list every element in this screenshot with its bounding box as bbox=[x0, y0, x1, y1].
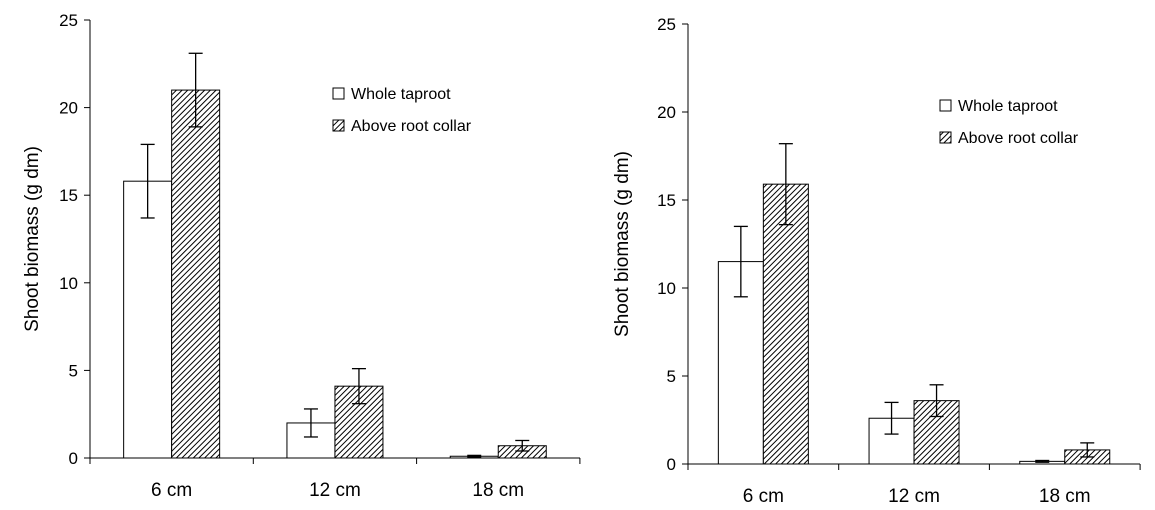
y-axis-title: Shoot biomass (g dm) bbox=[22, 146, 43, 332]
y-tick-label: 0 bbox=[667, 455, 676, 474]
bar-above-root-collar-0 bbox=[171, 89, 221, 459]
error-bar bbox=[351, 367, 366, 405]
y-tick-label: 20 bbox=[657, 103, 676, 122]
x-tick-label: 6 cm bbox=[151, 480, 192, 501]
x-tick-label: 12 cm bbox=[888, 486, 940, 507]
error-bar bbox=[1035, 459, 1050, 463]
error-bar bbox=[515, 439, 530, 452]
error-bar bbox=[303, 408, 318, 438]
y-tick-label: 5 bbox=[69, 361, 78, 380]
y-tick-label: 15 bbox=[657, 191, 676, 210]
bar-above-root-collar-0 bbox=[762, 183, 809, 465]
y-tick-label: 20 bbox=[59, 99, 78, 118]
x-tick-label: 18 cm bbox=[1039, 486, 1091, 507]
x-tick-label: 6 cm bbox=[743, 486, 784, 507]
error-bar bbox=[778, 143, 793, 226]
y-axis-title: Shoot biomass (g dm) bbox=[612, 151, 633, 337]
error-bar bbox=[140, 143, 155, 219]
y-tick-label: 0 bbox=[69, 449, 78, 468]
error-bar bbox=[733, 225, 748, 298]
y-tick-label: 25 bbox=[59, 11, 78, 30]
legend-label: Above root collar bbox=[958, 130, 1079, 147]
error-bar bbox=[884, 401, 899, 435]
y-tick-label: 5 bbox=[667, 367, 676, 386]
error-bar bbox=[188, 52, 203, 128]
legend-swatch bbox=[939, 99, 952, 112]
y-tick-label: 15 bbox=[59, 186, 78, 205]
legend-swatch bbox=[332, 87, 345, 100]
error-bar bbox=[467, 454, 482, 458]
bar-whole-taproot-0 bbox=[123, 180, 173, 459]
legend-label: Whole taproot bbox=[958, 98, 1058, 115]
y-tick-label: 25 bbox=[657, 15, 676, 34]
x-tick-label: 12 cm bbox=[309, 480, 361, 501]
x-tick-label: 18 cm bbox=[472, 480, 524, 501]
y-tick-label: 10 bbox=[59, 274, 78, 293]
chart-panel-2: 0 5 10 15 20 25 6 cm 12 cm 18 cm Shoot biomass (g… bbox=[612, 15, 1141, 507]
legend-swatch bbox=[332, 119, 345, 132]
error-bar bbox=[929, 384, 944, 418]
legend-swatch bbox=[939, 131, 952, 144]
y-tick-label: 10 bbox=[657, 279, 676, 298]
legend-label: Above root collar bbox=[351, 118, 472, 135]
chart-panel-1: 0 5 10 15 20 25 6 cm 12 cm 18 cm Shoot biomass (g… bbox=[22, 11, 581, 501]
legend-label: Whole taproot bbox=[351, 86, 451, 103]
legend: Whole taproot Above root collar bbox=[939, 98, 1079, 147]
error-bar bbox=[1080, 442, 1095, 458]
legend: Whole taproot Above root collar bbox=[332, 86, 472, 135]
